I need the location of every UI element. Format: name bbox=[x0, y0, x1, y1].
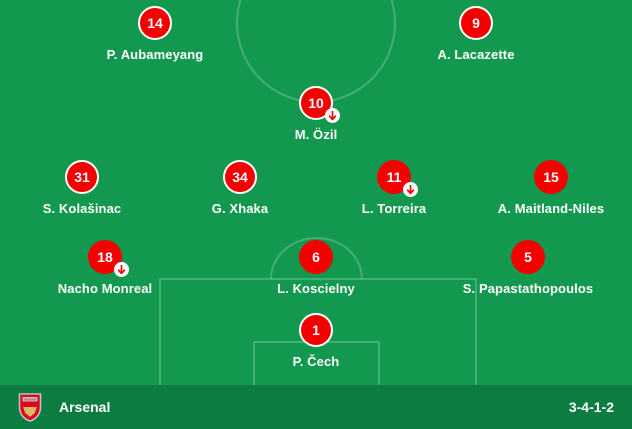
player-34[interactable]: 34 G. Xhaka bbox=[160, 160, 320, 216]
player-5[interactable]: 5 S. Papastathopoulos bbox=[448, 240, 608, 296]
pitch-penalty-area bbox=[159, 278, 477, 385]
player-number-badge[interactable]: 18 bbox=[88, 240, 122, 274]
player-name: A. Lacazette bbox=[437, 47, 515, 62]
svg-text:Arsenal: Arsenal bbox=[24, 398, 36, 402]
arsenal-crest-icon: Arsenal bbox=[18, 392, 42, 422]
player-number-badge[interactable]: 10 bbox=[299, 86, 333, 120]
player-name: S. Kolašinac bbox=[42, 201, 122, 216]
player-number-badge[interactable]: 34 bbox=[223, 160, 257, 194]
player-9[interactable]: 9 A. Lacazette bbox=[396, 6, 556, 62]
player-name: G. Xhaka bbox=[211, 201, 269, 216]
team-name: Arsenal bbox=[59, 399, 111, 415]
player-6[interactable]: 6 L. Koscielny bbox=[236, 240, 396, 296]
player-badge-wrap: 31 bbox=[65, 160, 99, 194]
player-badge-wrap: 10 bbox=[299, 86, 340, 123]
pitch: 14 P. Aubameyang 9 A. Lacazette 10 M. Özil 31 S… bbox=[2, 0, 631, 385]
player-11[interactable]: 11 L. Torreira bbox=[314, 160, 474, 216]
player-number-badge[interactable]: 9 bbox=[459, 6, 493, 40]
player-name: A. Maitland-Niles bbox=[497, 201, 605, 216]
player-14[interactable]: 14 P. Aubameyang bbox=[75, 6, 235, 62]
player-badge-wrap: 1 bbox=[299, 313, 333, 347]
substitution-down-arrow-icon bbox=[114, 262, 129, 277]
player-name: L. Koscielny bbox=[277, 281, 355, 296]
formation-label: 3-4-1-2 bbox=[568, 399, 614, 415]
player-number-badge[interactable]: 15 bbox=[534, 160, 568, 194]
player-name: M. Özil bbox=[294, 127, 338, 142]
substitution-down-arrow-icon bbox=[325, 108, 340, 123]
player-15[interactable]: 15 A. Maitland-Niles bbox=[471, 160, 631, 216]
player-10[interactable]: 10 M. Özil bbox=[236, 86, 396, 142]
player-number-badge[interactable]: 1 bbox=[299, 313, 333, 347]
player-number-badge[interactable]: 14 bbox=[138, 6, 172, 40]
player-badge-wrap: 15 bbox=[534, 160, 568, 194]
player-badge-wrap: 9 bbox=[459, 6, 493, 40]
player-number-badge[interactable]: 6 bbox=[299, 240, 333, 274]
substitution-down-arrow-icon bbox=[403, 182, 418, 197]
player-name: L. Torreira bbox=[361, 201, 427, 216]
player-name: S. Papastathopoulos bbox=[462, 281, 594, 296]
player-badge-wrap: 18 bbox=[88, 240, 129, 277]
player-number-badge[interactable]: 5 bbox=[511, 240, 545, 274]
player-name: P. Aubameyang bbox=[106, 47, 204, 62]
player-badge-wrap: 14 bbox=[138, 6, 172, 40]
player-badge-wrap: 5 bbox=[511, 240, 545, 274]
team-footer: Arsenal Arsenal 3-4-1-2 bbox=[0, 385, 632, 429]
player-badge-wrap: 6 bbox=[299, 240, 333, 274]
player-1[interactable]: 1 P. Čech bbox=[236, 313, 396, 369]
player-number-badge[interactable]: 11 bbox=[377, 160, 411, 194]
player-number-badge[interactable]: 31 bbox=[65, 160, 99, 194]
player-31[interactable]: 31 S. Kolašinac bbox=[2, 160, 162, 216]
player-badge-wrap: 11 bbox=[377, 160, 418, 197]
player-18[interactable]: 18 Nacho Monreal bbox=[25, 240, 185, 296]
player-name: P. Čech bbox=[292, 354, 340, 369]
player-name: Nacho Monreal bbox=[57, 281, 153, 296]
player-badge-wrap: 34 bbox=[223, 160, 257, 194]
